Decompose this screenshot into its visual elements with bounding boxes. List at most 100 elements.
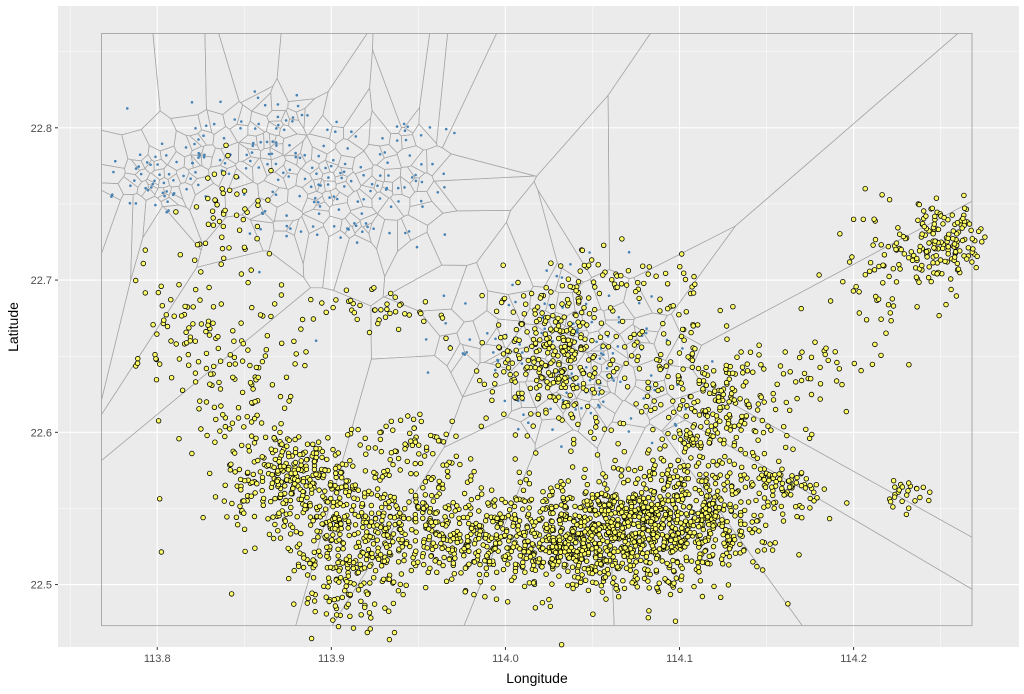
data-point [660,516,666,523]
data-point [501,411,507,417]
data-point [612,535,618,541]
data-point [300,479,306,485]
voronoi-site-point [362,173,365,177]
data-point [540,559,547,566]
data-point [582,507,588,513]
data-point [458,570,464,576]
data-point [185,351,191,358]
data-point [420,515,426,521]
data-point [860,216,866,222]
data-point [241,510,247,516]
voronoi-site-point [420,180,424,184]
data-point [493,372,499,378]
data-point [342,489,349,495]
data-point [670,398,676,404]
data-point [681,482,688,488]
data-point [878,352,884,359]
data-point [302,502,308,509]
voronoi-site-point [511,283,514,287]
data-point [917,243,923,250]
data-point [667,359,674,365]
voronoi-site-point [285,234,288,238]
data-point [424,545,430,551]
voronoi-site-point [404,231,407,235]
data-point [756,342,762,348]
data-point [392,309,399,315]
voronoi-site-point [244,167,248,170]
data-point [733,490,739,496]
data-point [272,456,278,463]
data-point [501,369,507,375]
data-point [726,458,733,464]
data-point [489,397,495,403]
data-point [926,240,932,246]
data-point [888,318,894,324]
data-point [270,514,276,520]
data-point [723,362,729,369]
voronoi-site-point [605,366,609,370]
voronoi-site-point [379,174,382,177]
voronoi-site-point [259,140,263,144]
data-point [287,531,294,537]
data-point [304,572,311,578]
data-point [758,362,764,368]
data-point [156,361,163,367]
data-point [653,381,659,388]
data-point [303,457,310,463]
data-point [556,558,562,565]
voronoi-site-point [681,347,684,350]
data-point [391,629,398,636]
data-point [677,431,683,437]
data-point [567,283,573,290]
data-point [931,221,937,227]
data-point [436,532,442,539]
data-point [738,528,745,535]
voronoi-site-point [314,339,318,343]
data-point [442,504,448,510]
voronoi-site-point [362,198,366,201]
data-point [423,522,429,528]
data-point [190,304,196,310]
data-point [420,505,427,512]
data-point [513,497,520,503]
data-point [615,517,621,523]
voronoi-cell [101,250,311,462]
data-point [534,377,540,384]
data-point [571,402,577,408]
data-point [621,449,627,455]
voronoi-cell [368,213,386,250]
data-point [505,357,511,363]
data-point [844,500,850,506]
data-point [594,419,600,425]
data-point [811,489,817,495]
data-point [692,346,698,352]
data-point [359,510,365,516]
data-point [821,486,827,492]
data-point [575,530,581,537]
data-point [300,564,307,571]
voronoi-site-point [520,362,524,365]
voronoi-cell [301,197,317,215]
data-point [338,575,344,581]
data-point [255,198,261,204]
voronoi-site-point [617,321,621,324]
data-point [253,435,259,441]
voronoi-site-point [294,151,297,155]
voronoi-sites [110,90,714,448]
data-point [307,514,314,520]
data-point [611,499,617,505]
data-point [338,521,344,527]
data-point [519,390,525,396]
data-point [607,361,613,368]
data-point [604,566,611,573]
voronoi-cell [190,154,202,169]
data-point [521,533,528,539]
data-point [752,526,758,532]
voronoi-cell [173,130,193,158]
data-point [873,293,879,300]
data-point [677,436,684,443]
data-point [727,470,733,476]
data-point [629,353,635,359]
data-point [461,553,467,559]
data-point [731,461,737,467]
